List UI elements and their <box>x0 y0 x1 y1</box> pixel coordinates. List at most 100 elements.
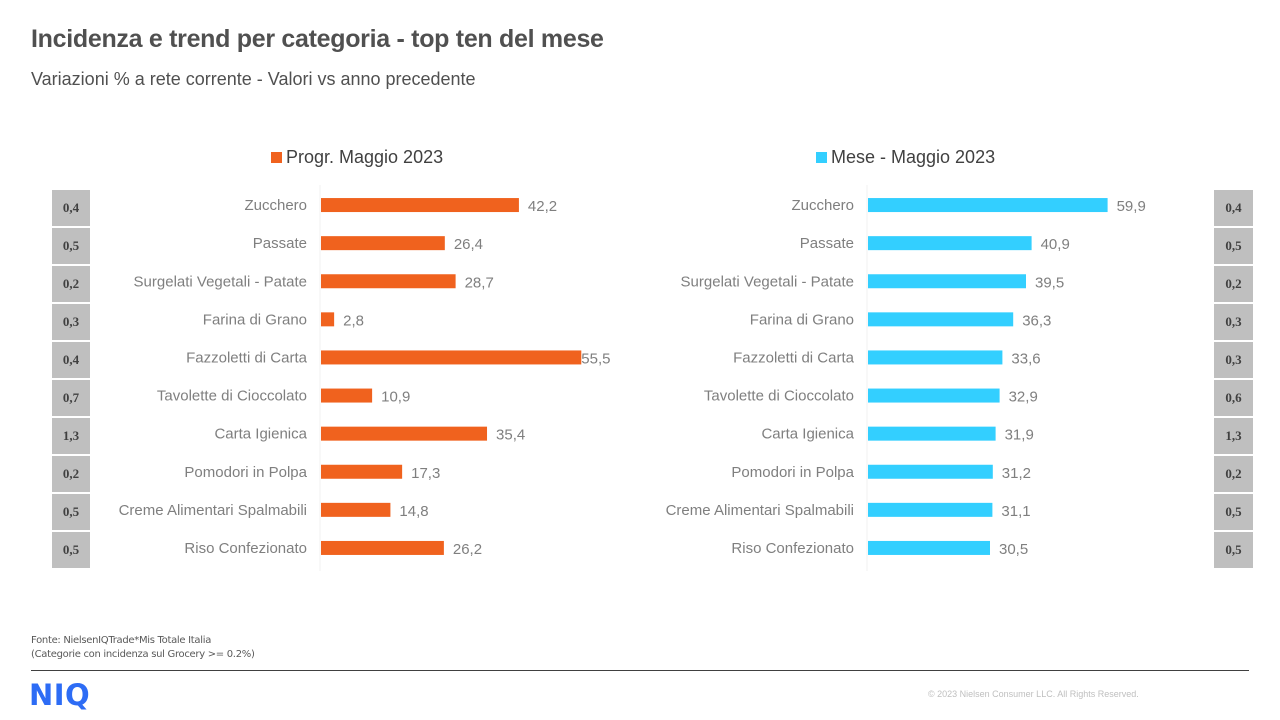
page-title: Incidenza e trend per categoria - top te… <box>31 25 604 53</box>
legend-swatch-mese <box>816 152 827 163</box>
incidence-value: 0,4 <box>52 342 90 378</box>
bar <box>321 464 403 479</box>
bar-row: Passate 40,9 <box>800 235 1070 253</box>
legend-label-progr: Progr. Maggio 2023 <box>286 147 444 167</box>
incidence-value: 0,5 <box>52 494 90 530</box>
incidence-value: 1,3 <box>52 418 90 454</box>
category-label: Surgelati Vegetali - Patate <box>681 273 854 290</box>
category-label: Zucchero <box>791 197 854 214</box>
bar-row: Riso Confezionato 26,2 <box>184 540 482 558</box>
legend-swatch-progr <box>271 152 282 163</box>
footer-divider <box>31 670 1249 671</box>
value-label: 31,9 <box>1005 427 1034 444</box>
bar-row: Farina di Grano 36,3 <box>750 311 1052 329</box>
copyright-notice: © 2023 Nielsen Consumer LLC. All Rights … <box>928 689 1139 699</box>
category-label: Tavolette di Cioccolato <box>704 388 854 405</box>
incidence-value: 0,4 <box>52 190 90 226</box>
category-label: Creme Alimentari Spalmabili <box>119 502 307 519</box>
bar <box>868 350 1003 365</box>
value-label: 31,1 <box>1001 503 1030 520</box>
value-label: 55,5 <box>581 350 610 367</box>
bar <box>868 426 996 441</box>
value-label: 31,2 <box>1002 465 1031 482</box>
bar <box>321 426 488 441</box>
bar <box>868 198 1108 213</box>
bar-row: Tavolette di Cioccolato 32,9 <box>704 388 1038 406</box>
source-line-2: (Categorie con incidenza sul Grocery >= … <box>31 649 255 660</box>
value-label: 39,5 <box>1035 274 1064 291</box>
bar <box>868 540 990 555</box>
incidence-value: 0,5 <box>1214 494 1253 530</box>
value-label: 33,6 <box>1011 350 1040 367</box>
value-label: 26,2 <box>453 541 482 558</box>
bar <box>321 350 582 365</box>
bar <box>868 388 1000 403</box>
bar-row: Surgelati Vegetali - Patate 39,5 <box>681 273 1065 291</box>
bar-row: Zucchero 59,9 <box>791 197 1145 215</box>
value-label: 35,4 <box>496 427 525 444</box>
incidence-value: 0,6 <box>1214 380 1253 416</box>
niq-logo: NIQ <box>29 678 91 712</box>
category-label: Zucchero <box>244 197 307 214</box>
bar <box>868 464 993 479</box>
bar-row: Pomodori in Polpa 17,3 <box>184 464 440 482</box>
bar <box>868 312 1014 327</box>
value-label: 17,3 <box>411 465 440 482</box>
category-label: Farina di Grano <box>203 311 307 328</box>
legend-mese: Mese - Maggio 2023 <box>816 147 995 168</box>
bar <box>868 274 1026 289</box>
category-label: Riso Confezionato <box>731 540 854 557</box>
legend-progr: Progr. Maggio 2023 <box>271 147 443 168</box>
bar-row: Farina di Grano 2,8 <box>203 311 364 329</box>
category-label: Creme Alimentari Spalmabili <box>666 502 854 519</box>
category-label: Pomodori in Polpa <box>731 464 854 481</box>
category-label: Fazzoletti di Carta <box>186 349 308 366</box>
incidence-value: 0,2 <box>1214 266 1253 302</box>
bar-row: Creme Alimentari Spalmabili 14,8 <box>119 502 429 520</box>
category-label: Carta Igienica <box>761 426 854 443</box>
bar-row: Creme Alimentari Spalmabili 31,1 <box>666 502 1031 520</box>
value-label: 30,5 <box>999 541 1028 558</box>
incidence-value: 0,5 <box>1214 228 1253 264</box>
bar-row: Riso Confezionato 30,5 <box>731 540 1028 558</box>
incidence-value: 0,3 <box>52 304 90 340</box>
category-label: Riso Confezionato <box>184 540 307 557</box>
category-label: Passate <box>800 235 854 252</box>
incidence-value: 0,5 <box>52 532 90 568</box>
value-label: 42,2 <box>528 198 557 215</box>
category-label: Farina di Grano <box>750 311 854 328</box>
value-label: 10,9 <box>381 389 410 406</box>
bar-row: Fazzoletti di Carta 55,5 <box>186 349 610 367</box>
bar <box>868 502 993 517</box>
incidence-column-progr: 0,4 0,5 0,2 0,3 0,4 0,7 1,3 0,2 0,5 0,5 <box>52 190 90 570</box>
incidence-value: 0,3 <box>1214 304 1253 340</box>
incidence-column-mese: 0,4 0,5 0,2 0,3 0,3 0,6 1,3 0,2 0,5 0,5 <box>1214 190 1253 570</box>
category-label: Carta Igienica <box>214 426 307 443</box>
bar-row: Tavolette di Cioccolato 10,9 <box>157 388 410 406</box>
incidence-value: 0,5 <box>52 228 90 264</box>
category-label: Tavolette di Cioccolato <box>157 388 307 405</box>
bar-row: Passate 26,4 <box>253 235 483 253</box>
category-label: Pomodori in Polpa <box>184 464 307 481</box>
category-label: Fazzoletti di Carta <box>733 349 855 366</box>
bar <box>321 502 391 517</box>
bar-row: Fazzoletti di Carta 33,6 <box>733 349 1040 367</box>
bar <box>321 540 444 555</box>
category-label: Passate <box>253 235 307 252</box>
source-note: Fonte: NielsenIQTrade*Mis Totale Italia … <box>31 634 255 662</box>
bar <box>321 198 519 213</box>
value-label: 59,9 <box>1117 198 1146 215</box>
bar <box>321 236 445 251</box>
incidence-value: 0,7 <box>52 380 90 416</box>
bar <box>868 236 1032 251</box>
bar-chart-mese: Zucchero 59,9 Passate 40,9 Surgelati Vegetal… <box>666 185 1146 571</box>
source-line-1: Fonte: NielsenIQTrade*Mis Totale Italia <box>31 635 212 646</box>
bar-chart-progr: Zucchero 42,2 Passate 26,4 Surgelati Vegetal… <box>119 185 610 571</box>
value-label: 14,8 <box>399 503 428 520</box>
value-label: 28,7 <box>465 274 494 291</box>
bar-row: Pomodori in Polpa 31,2 <box>731 464 1031 482</box>
incidence-value: 0,2 <box>52 456 90 492</box>
incidence-value: 0,2 <box>52 266 90 302</box>
category-label: Surgelati Vegetali - Patate <box>134 273 307 290</box>
incidence-value: 0,2 <box>1214 456 1253 492</box>
